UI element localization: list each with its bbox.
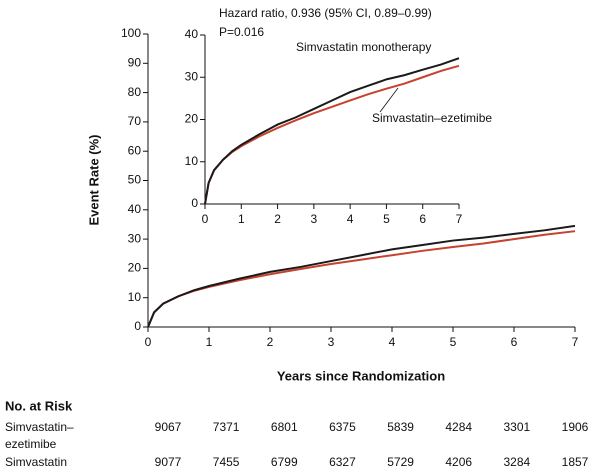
x-tick-label: 6 <box>419 212 426 226</box>
table-cell: 9077 <box>155 455 182 469</box>
table-cell: 5839 <box>387 420 414 434</box>
y-tick-label: 40 <box>128 202 142 216</box>
annotation: Hazard ratio, 0.936 (95% CI, 0.89–0.99) <box>219 6 432 20</box>
table-cell: 9067 <box>155 420 182 434</box>
row-label: Simvastatin <box>5 455 67 469</box>
series-line <box>147 224 576 328</box>
y-tick-label: 60 <box>128 143 142 157</box>
y-axis-label: Event Rate (%) <box>86 134 101 225</box>
table-cell: 6799 <box>271 455 298 469</box>
series-line <box>204 57 460 205</box>
y-tick-label: 80 <box>128 85 142 99</box>
x-tick-label: 1 <box>206 335 213 349</box>
leader-line <box>379 87 399 113</box>
x-tick-label: 0 <box>145 335 152 349</box>
y-tick-label: 20 <box>128 261 142 275</box>
x-axis-label: Years since Randomization <box>277 368 445 383</box>
table-cell: 3301 <box>504 420 531 434</box>
y-tick-label: 0 <box>191 196 198 210</box>
x-tick-label: 3 <box>328 335 335 349</box>
table-cell: 4284 <box>445 420 472 434</box>
x-tick-label: 5 <box>383 212 390 226</box>
y-tick-label: 90 <box>128 55 142 69</box>
x-tick-label: 4 <box>347 212 354 226</box>
table-cell: 7371 <box>213 420 240 434</box>
table-title: No. at Risk <box>5 398 73 413</box>
y-tick-label: 70 <box>128 114 142 128</box>
series-label: Simvastatin monotherapy <box>296 40 431 54</box>
x-tick-label: 4 <box>389 335 396 349</box>
row-label: Simvastatin– <box>5 420 74 434</box>
table-cell: 3284 <box>504 455 531 469</box>
x-tick-label: 7 <box>456 212 463 226</box>
y-tick-label: 10 <box>128 290 142 304</box>
table-cell: 7455 <box>213 455 240 469</box>
y-tick-label: 0 <box>134 319 141 333</box>
table-cell: 1857 <box>562 455 589 469</box>
y-tick-label: 30 <box>128 231 142 245</box>
x-tick-label: 0 <box>202 212 209 226</box>
x-tick-label: 5 <box>450 335 457 349</box>
series-line <box>147 230 576 328</box>
table-cell: 5729 <box>387 455 414 469</box>
y-tick-label: 30 <box>185 69 199 83</box>
table-cell: 1906 <box>562 420 589 434</box>
x-tick-label: 7 <box>572 335 579 349</box>
x-tick-label: 2 <box>274 212 281 226</box>
y-tick-label: 40 <box>185 27 199 41</box>
annotation: P=0.016 <box>219 25 264 39</box>
table-cell: 4206 <box>445 455 472 469</box>
series-label: Simvastatin–ezetimibe <box>372 111 492 125</box>
y-tick-label: 20 <box>185 112 199 126</box>
x-tick-label: 1 <box>238 212 245 226</box>
x-tick-label: 3 <box>311 212 318 226</box>
table-cell: 6375 <box>329 420 356 434</box>
y-tick-label: 10 <box>185 154 199 168</box>
table-cell: 6801 <box>271 420 298 434</box>
y-tick-label: 100 <box>121 26 141 40</box>
table-cell: 6327 <box>329 455 356 469</box>
row-label: ezetimibe <box>5 437 57 451</box>
y-tick-label: 50 <box>128 173 142 187</box>
x-tick-label: 6 <box>511 335 518 349</box>
x-tick-label: 2 <box>267 335 274 349</box>
series-line <box>204 64 460 205</box>
